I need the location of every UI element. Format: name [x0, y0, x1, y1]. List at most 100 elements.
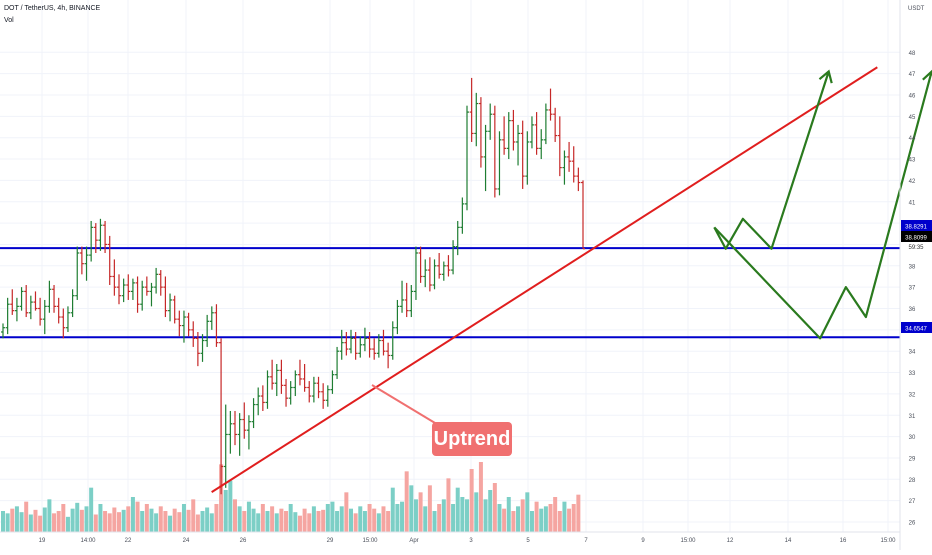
ohlc-bar	[233, 410, 237, 446]
ohlc-bar	[562, 150, 567, 185]
volume-bar	[469, 469, 474, 532]
volume-bar	[297, 515, 302, 532]
ohlc-bar	[24, 285, 29, 318]
price-tick-label: 46	[909, 94, 916, 100]
current-price-value: 38.8099	[905, 236, 927, 242]
callout-pointer	[371, 384, 441, 427]
volume-bar	[543, 506, 548, 532]
ohlc-bar	[79, 246, 84, 275]
volume-bar	[372, 508, 377, 532]
ohlc-bar	[571, 146, 576, 183]
volume-bar	[451, 504, 456, 532]
ohlc-bar	[28, 295, 33, 320]
volume-bar	[520, 499, 525, 532]
volume-bar	[112, 507, 117, 532]
time-tick-label: 16	[840, 538, 847, 544]
volume-bar	[251, 508, 256, 532]
ohlc-bar	[478, 97, 483, 168]
ohlc-bar	[381, 329, 386, 356]
volume-bar	[567, 508, 572, 532]
ohlc-bar	[404, 282, 409, 318]
lower-level-value: 34.6547	[905, 327, 927, 333]
ohlc-bar	[219, 338, 224, 495]
volume-bar	[576, 494, 581, 532]
ohlc-bar	[144, 276, 149, 296]
volume-bar	[117, 512, 121, 532]
ohlc-bar	[246, 415, 251, 450]
ohlc-bar	[168, 293, 173, 322]
trendline-layer	[211, 66, 878, 493]
ohlc-bar	[288, 381, 293, 405]
ohlc-bar	[511, 109, 516, 151]
ohlc-bar	[140, 280, 145, 311]
time-tick-label: 14:00	[80, 538, 96, 544]
upper-level-value: 38.8291	[905, 225, 927, 231]
volume-bar	[260, 504, 265, 532]
uptrend-callout: Uptrend	[371, 384, 512, 456]
volume-bar	[28, 514, 33, 532]
ohlc-bars	[1, 77, 585, 495]
ohlc-bar	[154, 267, 159, 294]
ohlc-bar	[492, 105, 497, 198]
volume-bar	[14, 506, 19, 532]
volume-bars	[1, 462, 581, 532]
volume-bar	[246, 501, 251, 532]
ohlc-bar	[418, 246, 423, 283]
price-tick-label: 48	[909, 51, 916, 57]
volume-bar	[89, 487, 94, 532]
ohlc-bar	[525, 131, 530, 185]
symbol-title: DOT / TetherUS, 4h, BINANCE	[4, 5, 101, 12]
ohlc-bar	[529, 116, 534, 149]
time-axis: 19 14:00 22 24 26 29 15:00 Apr 3 5 7 9 15:00 12 14 16 15…	[0, 531, 900, 544]
ohlc-bar	[423, 259, 428, 288]
ohlc-bar	[376, 334, 381, 358]
ohlc-bar	[451, 240, 456, 275]
volume-bar	[293, 512, 298, 532]
time-tick-label: 15:00	[880, 538, 896, 544]
volume-bar	[553, 497, 558, 532]
ohlc-bar	[483, 124, 488, 192]
volume-bar	[19, 512, 24, 532]
ohlc-bar	[344, 331, 349, 356]
volume-bar	[61, 504, 66, 532]
uptrend-line	[211, 66, 878, 493]
volume-bar	[103, 511, 108, 532]
volume-bar	[140, 511, 145, 532]
ohlc-bar	[270, 359, 275, 390]
ohlc-bar	[256, 387, 261, 416]
time-tick-label: 24	[183, 538, 190, 544]
grid	[0, 0, 900, 532]
ohlc-bar	[5, 297, 10, 335]
level-lines	[0, 247, 900, 339]
volume-bar	[418, 492, 423, 532]
volume-bar	[362, 511, 367, 532]
ohlc-bar	[56, 297, 61, 324]
volume-bar	[506, 497, 511, 532]
volume-bar	[413, 499, 418, 532]
volume-bar	[149, 508, 154, 532]
volume-bar	[10, 508, 15, 532]
volume-bar	[460, 497, 465, 532]
callout-label: Uptrend	[434, 428, 511, 450]
price-tick-label: 32	[909, 392, 916, 398]
ohlc-bar	[130, 278, 135, 300]
ohlc-bar	[469, 77, 474, 142]
price-tick-label: 36	[909, 307, 916, 313]
volume-bar	[237, 506, 242, 532]
price-tick-label: 47	[909, 72, 916, 78]
ohlc-bar	[191, 321, 196, 347]
volume-bar	[200, 511, 205, 532]
volume-bar	[358, 506, 363, 532]
volume-bar	[158, 506, 163, 532]
ohlc-bar	[209, 306, 214, 330]
ohlc-bar	[534, 112, 539, 155]
ohlc-bar	[223, 404, 228, 488]
volume-bar	[529, 511, 534, 532]
price-tick-label: 30	[909, 435, 916, 441]
ohlc-bar	[520, 120, 525, 189]
volume-bar	[172, 508, 177, 532]
ohlc-bar	[548, 88, 553, 121]
time-tick-label: 19	[39, 538, 46, 544]
volume-bar	[144, 504, 149, 532]
volume-bar	[279, 508, 284, 532]
